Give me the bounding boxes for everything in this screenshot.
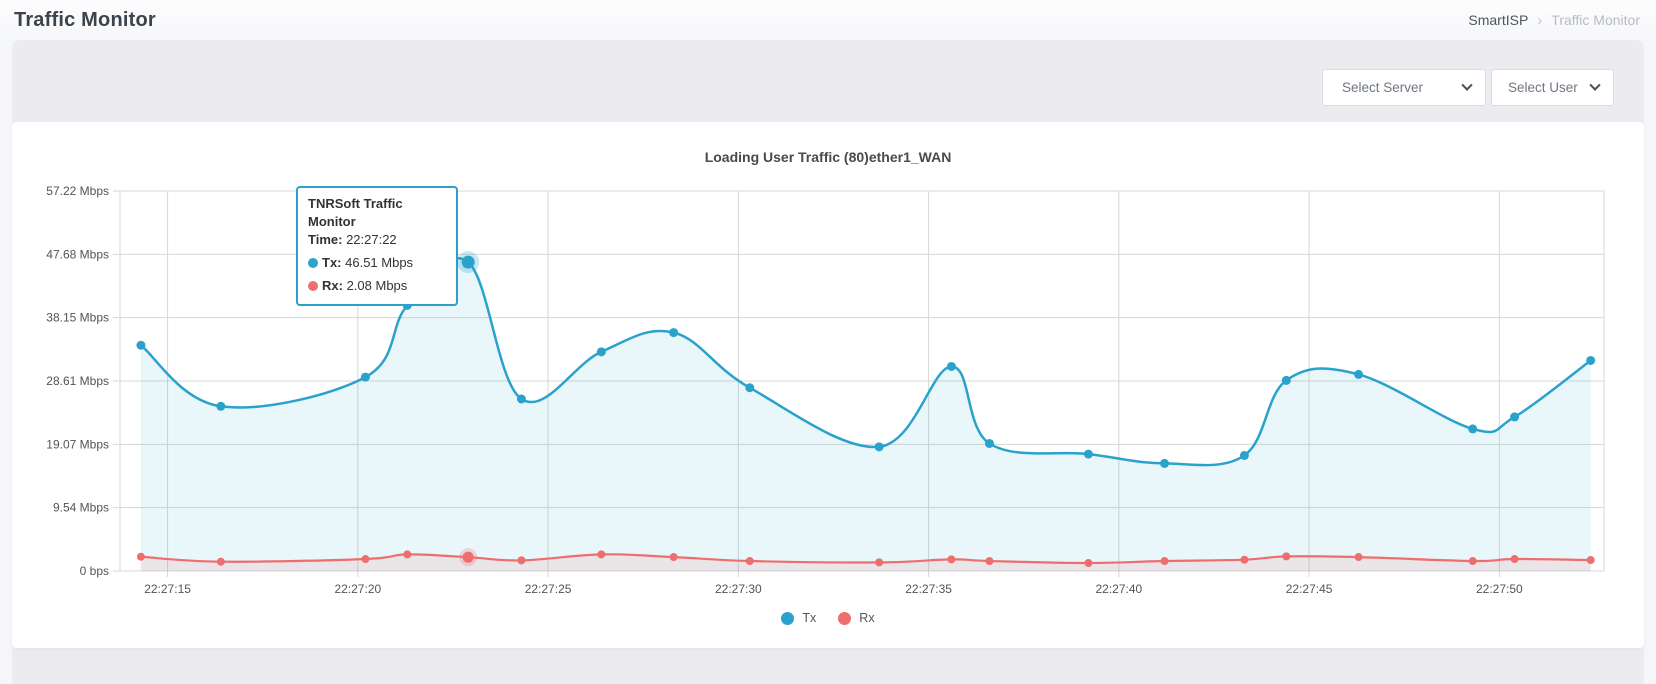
tooltip-rx-label: Rx:: [322, 278, 343, 293]
svg-text:22:27:50: 22:27:50: [1476, 582, 1523, 596]
traffic-chart[interactable]: 57.22 Mbps 47.68 Mbps 38.15 Mbps 28.61 Mbps…: [12, 122, 1644, 648]
legend-item-tx[interactable]: Tx: [781, 611, 816, 625]
svg-text:22:27:25: 22:27:25: [525, 582, 572, 596]
tooltip-time-row: Time: 22:27:22: [308, 231, 446, 249]
chart-tooltip: TNRSoft Traffic Monitor Time: 22:27:22 T…: [296, 186, 458, 306]
chevron-down-icon: [1589, 79, 1601, 91]
tooltip-tx-value: 46.51 Mbps: [345, 255, 414, 270]
tooltip-rx-value: 2.08 Mbps: [346, 278, 408, 293]
tooltip-title: TNRSoft Traffic Monitor: [308, 196, 403, 229]
svg-text:38.15 Mbps: 38.15 Mbps: [46, 311, 109, 325]
legend-item-rx[interactable]: Rx: [838, 611, 875, 625]
user-select-value: Select User: [1508, 80, 1578, 95]
tooltip-rx-row: Rx: 2.08 Mbps: [308, 277, 446, 295]
svg-text:22:27:15: 22:27:15: [144, 582, 191, 596]
chevron-down-icon: [1461, 79, 1473, 91]
svg-text:22:27:40: 22:27:40: [1095, 582, 1142, 596]
svg-text:57.22 Mbps: 57.22 Mbps: [46, 184, 109, 198]
svg-text:28.61 Mbps: 28.61 Mbps: [46, 374, 109, 388]
chart-title: Loading User Traffic (80)ether1_WAN: [704, 149, 952, 165]
legend-label-rx: Rx: [859, 611, 875, 625]
svg-text:22:27:30: 22:27:30: [715, 582, 762, 596]
chart-legend: Tx Rx: [12, 611, 1644, 625]
tx-dot-icon: [308, 258, 318, 268]
svg-text:19.07 Mbps: 19.07 Mbps: [46, 437, 109, 451]
svg-text:22:27:20: 22:27:20: [334, 582, 381, 596]
breadcrumb-parent[interactable]: SmartISP: [1468, 12, 1529, 28]
page-title: Traffic Monitor: [14, 8, 156, 31]
svg-text:22:27:45: 22:27:45: [1286, 582, 1333, 596]
breadcrumb-separator-icon: ›: [1537, 11, 1543, 29]
traffic-chart-card: Loading User Traffic (80)ether1_WAN 57.2…: [12, 122, 1644, 648]
breadcrumb: SmartISP › Traffic Monitor: [1468, 12, 1640, 29]
server-select-value: Select Server: [1342, 80, 1424, 95]
svg-text:9.54 Mbps: 9.54 Mbps: [53, 501, 109, 515]
rx-dot-icon: [308, 281, 318, 291]
tx-legend-dot-icon: [781, 611, 795, 625]
user-select[interactable]: Select User: [1491, 69, 1614, 106]
tooltip-tx-label: Tx:: [322, 255, 342, 270]
tooltip-tx-row: Tx: 46.51 Mbps: [308, 254, 446, 272]
server-select[interactable]: Select Server: [1322, 69, 1486, 106]
rx-legend-dot-icon: [838, 611, 852, 625]
top-bar: Traffic Monitor SmartISP › Traffic Monit…: [0, 0, 1656, 40]
svg-text:47.68 Mbps: 47.68 Mbps: [46, 247, 109, 261]
content-panel: Select Server Select User Loading User T…: [12, 40, 1644, 684]
breadcrumb-current: Traffic Monitor: [1551, 12, 1640, 28]
tooltip-time-label: Time:: [308, 232, 343, 247]
tooltip-time-value: 22:27:22: [346, 232, 397, 247]
svg-text:22:27:35: 22:27:35: [905, 582, 952, 596]
legend-label-tx: Tx: [802, 611, 817, 625]
svg-text:0 bps: 0 bps: [80, 564, 109, 578]
filter-row: Select Server Select User: [12, 69, 1644, 106]
